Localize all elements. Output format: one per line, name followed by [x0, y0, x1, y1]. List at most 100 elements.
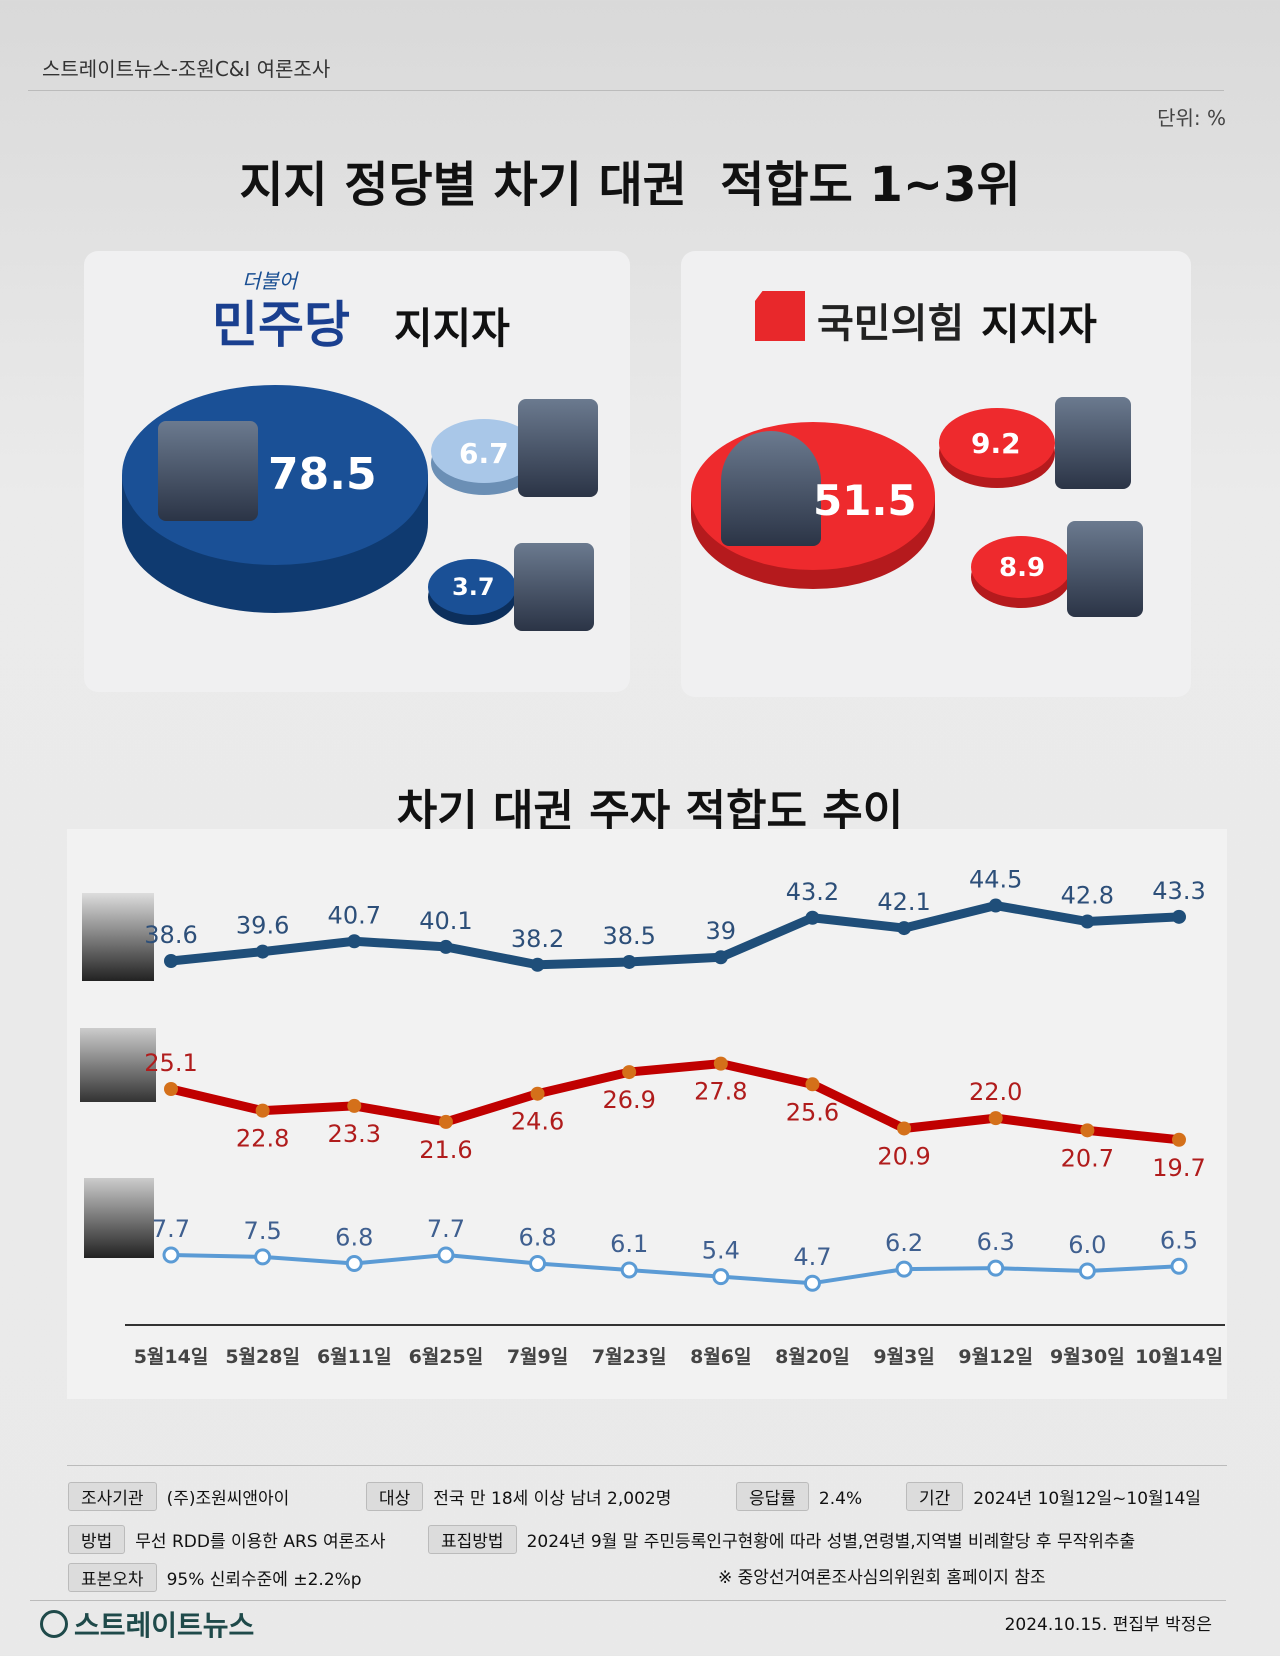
candidate-photo-han [721, 431, 821, 546]
data-point [347, 1098, 362, 1113]
data-point [254, 1248, 272, 1266]
data-point [1080, 1123, 1095, 1138]
value-3-7: 3.7 [452, 573, 495, 601]
x-tick-label: 7월9일 [507, 1346, 568, 1368]
series-line [169, 1059, 1180, 1145]
footer-item: 조사기관 (주)조원씨앤아이 [68, 1482, 289, 1511]
democratic-logo-small: 더불어 [242, 269, 298, 293]
data-label: 39.6 [236, 912, 289, 940]
footer-item: 대상 전국 만 18세 이상 남녀 2,002명 [366, 1482, 671, 1511]
data-point [437, 1246, 455, 1264]
footer-tag: 대상 [366, 1482, 424, 1511]
data-label: 38.5 [602, 922, 655, 950]
x-tick-label: 6월11일 [317, 1346, 392, 1368]
footer-value: 무선 RDD를 이용한 ARS 여론조사 [135, 1532, 386, 1552]
data-point [1078, 1262, 1096, 1280]
data-label: 6.8 [335, 1223, 373, 1251]
x-tick-label: 10월14일 [1135, 1346, 1223, 1368]
series-line [170, 901, 1180, 970]
data-label: 4.7 [793, 1243, 831, 1271]
footer-item: 응답률 2.4% [736, 1482, 862, 1511]
brand-icon [40, 1610, 68, 1638]
brand-name: 스트레이트뉴스 [74, 1609, 255, 1642]
value-6-7: 6.7 [459, 437, 509, 470]
trend-chart: 5월14일 5월28일 6월11일 6월25일 7월9일 7월23일 8월6일 8월20일 9월… [125, 866, 1225, 1368]
data-label: 42.1 [877, 888, 930, 916]
data-point [805, 910, 820, 925]
data-label: 20.9 [877, 1142, 930, 1170]
democratic-logo: 민주당 [212, 296, 350, 354]
footer-item: 표집방법 2024년 9월 말 주민등록인구현황에 따라 성별,연령별,지역별 비… [428, 1525, 1135, 1554]
data-label: 5.4 [702, 1237, 740, 1265]
brand-logo: 스트레이트뉴스 [40, 1604, 254, 1644]
data-point [988, 1111, 1003, 1126]
footer-divider-bottom [30, 1600, 1226, 1601]
bubble-9-2 [939, 408, 1055, 488]
source-label: 스트레이트뉴스-조원C&I 여론조사 [42, 57, 331, 81]
data-point [1170, 1257, 1188, 1275]
candidate-photo-lee [158, 421, 258, 521]
data-point [530, 1086, 545, 1101]
data-point [622, 1065, 637, 1080]
data-label: 39 [706, 917, 737, 945]
data-point [988, 898, 1003, 913]
value-9-2: 9.2 [971, 427, 1021, 460]
data-point [1080, 914, 1095, 929]
series-photo-cho [84, 1178, 154, 1258]
data-label: 20.7 [1061, 1144, 1114, 1172]
ppp-logo-icon [755, 291, 805, 341]
data-label: 22.8 [236, 1125, 289, 1153]
data-point [712, 1268, 730, 1286]
bubble-6-7 [431, 419, 537, 495]
data-label: 42.8 [1061, 882, 1114, 910]
data-label: 6.8 [518, 1223, 556, 1251]
ppp-logo: 국민의힘 [817, 301, 965, 347]
series-line [170, 1253, 1180, 1286]
data-label: 7.7 [152, 1215, 190, 1243]
data-point [529, 1254, 547, 1272]
bubble-8-9 [971, 536, 1071, 608]
data-label: 26.9 [602, 1086, 655, 1114]
data-point [438, 1114, 453, 1129]
data-point [1172, 909, 1186, 924]
data-label: 6.3 [977, 1228, 1015, 1256]
footer-tag: 표집방법 [428, 1525, 517, 1554]
footer-value: 95% 신뢰수준에 ±2.2%p [166, 1570, 362, 1590]
footer-item: 기간 2024년 10월12일~10월14일 [906, 1482, 1201, 1511]
data-label: 38.2 [511, 925, 564, 953]
footer-item: 표본오차 95% 신뢰수준에 ±2.2%p [68, 1563, 362, 1592]
data-label: 7.7 [427, 1215, 465, 1243]
data-label: 25.1 [144, 1049, 197, 1077]
footer-tag: 표본오차 [68, 1563, 157, 1592]
data-label: 6.5 [1160, 1226, 1198, 1254]
x-tick-label: 8월6일 [690, 1346, 751, 1368]
footer-tag: 조사기관 [68, 1482, 157, 1511]
data-label: 6.0 [1068, 1231, 1106, 1259]
data-label: 21.6 [419, 1136, 472, 1164]
candidate-photo-oh [1055, 397, 1131, 489]
data-point [164, 954, 178, 968]
data-point [895, 1260, 913, 1278]
footer-item: 방법 무선 RDD를 이용한 ARS 여론조사 [68, 1525, 386, 1554]
footer-divider-top [67, 1465, 1227, 1466]
data-label: 38.6 [144, 921, 197, 949]
x-tick-label: 6월25일 [409, 1346, 484, 1368]
data-point [1172, 1132, 1186, 1147]
data-label: 40.1 [419, 907, 472, 935]
data-point [162, 1246, 180, 1264]
candidate-photo-cho [518, 399, 598, 497]
data-point [803, 1274, 821, 1292]
data-point [255, 1103, 270, 1118]
value-51-5: 51.5 [813, 476, 917, 525]
data-label: 40.7 [328, 901, 381, 929]
byline: 2024.10.15. 편집부 박정은 [1004, 1615, 1212, 1635]
footer-tag: 방법 [68, 1525, 126, 1554]
candidate-photo-hong [1067, 521, 1143, 617]
footer-note: ※ 중앙선거여론조사심의위원회 홈페이지 참조 [718, 1568, 1046, 1588]
x-tick-label: 5월14일 [134, 1346, 209, 1368]
data-point [897, 921, 912, 936]
data-label: 19.7 [1152, 1154, 1205, 1182]
data-point [987, 1259, 1005, 1277]
data-point [620, 1261, 638, 1279]
democratic-card: 더불어 민주당 지지자 78.5 6.7 3.7 [84, 251, 630, 692]
